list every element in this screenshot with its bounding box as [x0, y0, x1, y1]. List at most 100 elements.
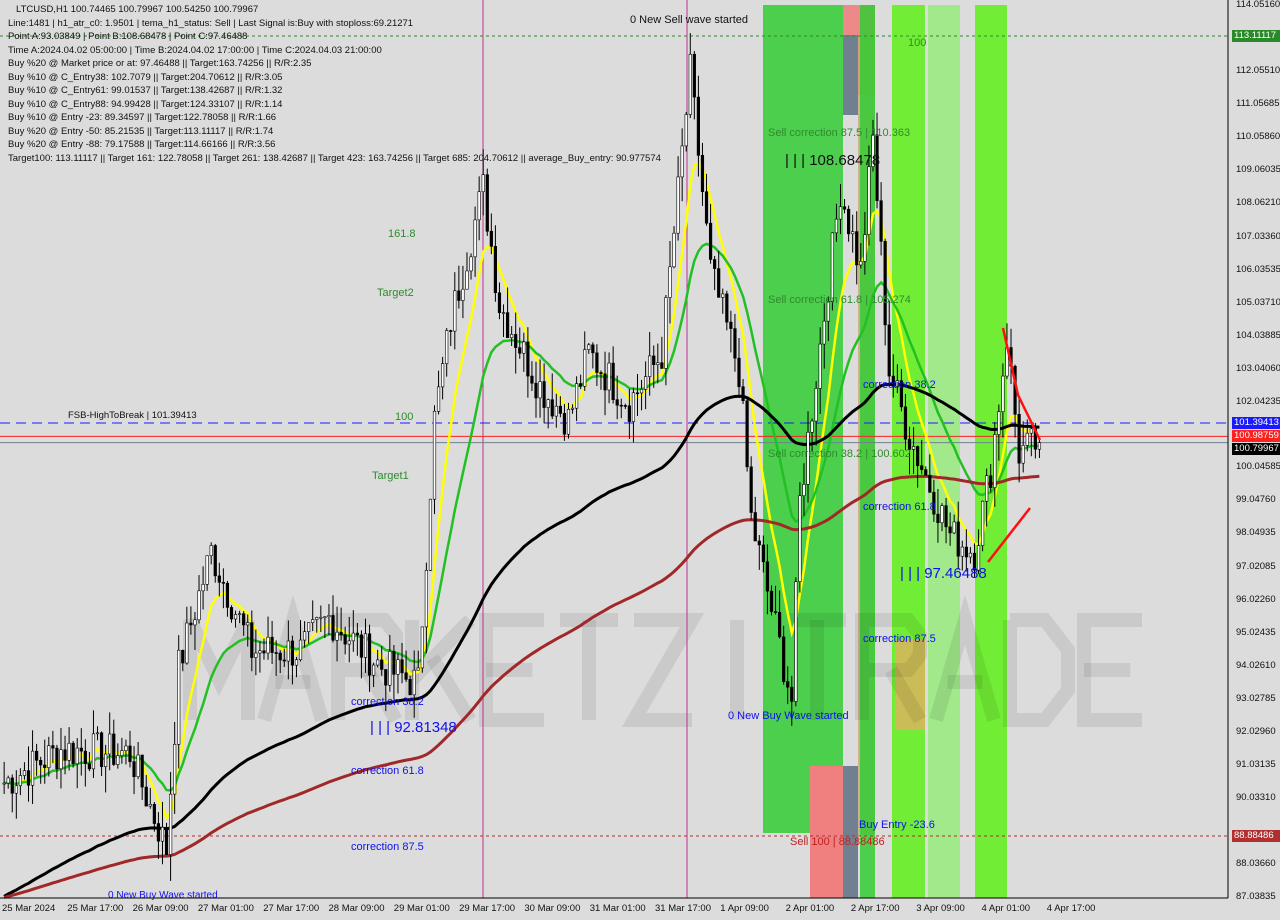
- candle-body: [672, 232, 676, 268]
- candle-body: [895, 380, 899, 387]
- candle-body: [920, 465, 924, 470]
- price-label: 100.98759: [1232, 430, 1280, 443]
- candle-body: [587, 344, 591, 350]
- candle-body: [404, 672, 408, 680]
- candle-body: [217, 575, 221, 583]
- x-tick-label: 30 Mar 09:00: [524, 903, 581, 914]
- moving-average-line: [3, 474, 1040, 899]
- candle-body: [327, 615, 331, 618]
- candle-body: [1029, 428, 1033, 434]
- candle-body: [152, 804, 156, 824]
- candle-body: [87, 763, 91, 770]
- candle-body: [619, 404, 623, 407]
- candle-body: [185, 622, 189, 664]
- candle-body: [623, 405, 627, 407]
- candle-body: [181, 649, 185, 664]
- candle-body: [22, 770, 27, 776]
- candle-body: [355, 632, 359, 636]
- new-buy-wave-left-label: 0 New Buy Wave started: [108, 890, 218, 901]
- candle-body: [351, 632, 355, 642]
- x-tick-label: 29 Mar 01:00: [393, 903, 450, 914]
- candle-body: [140, 754, 144, 788]
- x-tick-label: 31 Mar 17:00: [655, 903, 711, 914]
- candle-body: [769, 590, 774, 612]
- candle-body: [371, 664, 376, 676]
- candle-body: [144, 786, 148, 807]
- candle-body: [652, 355, 656, 365]
- watermark-stroke: [479, 613, 544, 727]
- candle-body: [213, 545, 217, 577]
- candle-body: [745, 400, 749, 468]
- candle-body: [591, 344, 595, 354]
- candle-body: [542, 381, 546, 408]
- candle-body: [441, 363, 445, 388]
- y-tick-label: 108.06210: [1236, 196, 1280, 208]
- buy-entry-label: Buy Entry -23.6: [859, 819, 935, 831]
- chart-title: LTCUSD,H1 100.74465 100.79967 100.54250 …: [16, 4, 259, 15]
- y-tick-label: 95.02435: [1236, 627, 1276, 639]
- candle-body: [201, 584, 205, 592]
- candle-body: [14, 785, 18, 794]
- info-line: Target100: 113.11117 || Target 161: 122.…: [8, 152, 661, 164]
- candle-body: [867, 166, 871, 235]
- candle-body: [514, 334, 518, 348]
- candle-body: [156, 823, 161, 842]
- candle-body: [944, 505, 948, 528]
- candle-body: [891, 375, 895, 387]
- candle-body: [254, 652, 258, 658]
- candle-body: [43, 764, 47, 768]
- candle-body: [838, 206, 843, 220]
- candle-body: [692, 53, 696, 98]
- candle-body: [376, 659, 380, 666]
- candle-body: [717, 268, 721, 298]
- y-tick-label: 100.04585: [1236, 461, 1280, 473]
- y-tick-label: 92.02960: [1236, 726, 1276, 738]
- info-line: Line:1481 | h1_atr_c0: 1.9501 | tema_h1_…: [8, 17, 414, 29]
- candle-body: [980, 500, 985, 546]
- price-label: 113.11117: [1232, 30, 1280, 43]
- candle-body: [485, 174, 489, 232]
- sell-correction-618: Sell correction 61.8 | 105.274: [768, 294, 911, 306]
- candle-body: [104, 753, 108, 767]
- candle-body: [67, 742, 71, 761]
- candle-body: [765, 561, 770, 592]
- candle-body: [948, 526, 952, 534]
- candle-body: [380, 659, 384, 670]
- y-tick-label: 104.03885: [1236, 329, 1280, 341]
- candle-body: [627, 405, 631, 422]
- candle-body: [124, 745, 128, 751]
- candle-body: [392, 651, 396, 675]
- candle-body: [266, 636, 270, 654]
- candle-body: [729, 321, 733, 329]
- moving-average-line: [3, 242, 1040, 792]
- candle-body: [725, 293, 729, 323]
- y-tick-label: 111.05685: [1236, 97, 1280, 109]
- candle-body: [501, 312, 506, 314]
- watermark-stroke: [257, 594, 329, 722]
- candle-body: [298, 639, 303, 661]
- candle-body: [420, 626, 424, 669]
- correction-382-left: correction 38.2: [351, 696, 424, 708]
- candle-body: [911, 446, 916, 450]
- info-line: Buy %20 @ Entry -88: 79.17588 || Target:…: [8, 139, 276, 150]
- candle-body: [445, 330, 449, 364]
- candle-body: [205, 555, 209, 585]
- candle-body: [660, 362, 664, 369]
- candle-body: [347, 640, 351, 645]
- candle-body: [993, 434, 997, 488]
- price-label: 100.79967: [1232, 443, 1280, 456]
- candle-body: [855, 231, 859, 266]
- candle-body: [806, 431, 810, 485]
- x-tick-label: 27 Mar 17:00: [263, 903, 320, 914]
- watermark-stroke: [360, 666, 403, 724]
- candle-body: [777, 612, 782, 638]
- y-tick-label: 91.03135: [1236, 759, 1276, 771]
- candle-body: [579, 383, 583, 387]
- candle-body: [55, 747, 59, 770]
- candle-body: [534, 382, 538, 399]
- info-line: Buy %10 @ C_Entry38: 102.7079 || Target:…: [8, 71, 283, 83]
- candle-body: [1001, 375, 1005, 413]
- candle-body: [120, 750, 124, 756]
- price-label: 88.88486: [1232, 830, 1280, 843]
